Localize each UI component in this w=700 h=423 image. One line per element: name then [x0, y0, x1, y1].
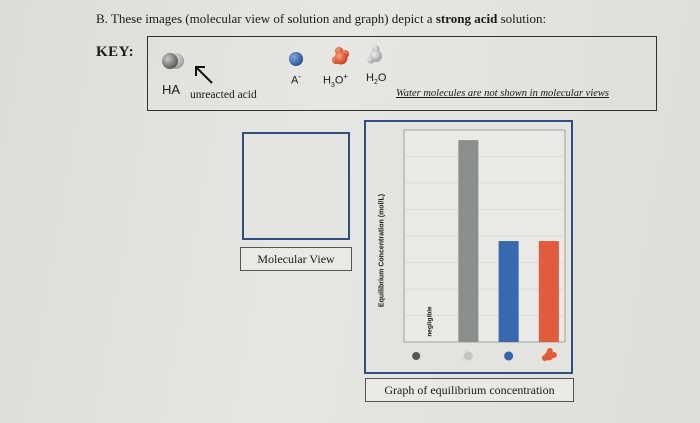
unreacted-acid-label: unreacted acid — [190, 89, 257, 101]
bar-h3o- — [538, 241, 559, 342]
molecular-view-box — [242, 132, 350, 240]
heading-bold: strong acid — [435, 11, 498, 26]
water-note: Water molecules are not shown in molecul… — [396, 88, 609, 99]
category-icon-ha — [412, 352, 424, 360]
heading-prefix: B. These images (molecular view of solut… — [96, 11, 436, 26]
molecular-view-caption: Molecular View — [240, 247, 352, 271]
question-heading: B. These images (molecular view of solut… — [96, 11, 546, 27]
h2o-label: H2O — [366, 72, 387, 87]
a-minus-icon — [289, 52, 303, 66]
category-icon-a- — [504, 351, 514, 361]
graph-caption: Graph of equilibrium concentration — [365, 378, 574, 402]
chart-svg — [403, 129, 566, 361]
key-label: KEY: — [96, 44, 135, 60]
bar-a- — [498, 241, 519, 342]
chart-ylabel: Equilibrium Concentration (mol/L) — [378, 193, 386, 308]
category-icon-h3o- — [541, 348, 557, 361]
bar-h2o — [458, 140, 479, 342]
key-box — [147, 36, 657, 111]
category-icon-h2o — [460, 348, 473, 361]
negligible-annotation: negligible — [426, 306, 434, 337]
h3o-plus-icon — [332, 47, 349, 65]
h2o-icon — [367, 45, 382, 64]
h3o-plus-label: H3O+ — [323, 72, 349, 89]
arrow-icon — [195, 66, 213, 84]
heading-suffix: solution: — [497, 11, 547, 26]
ha-label: HA — [162, 82, 181, 97]
a-minus-label: A- — [291, 72, 302, 87]
ha-molecule-icon — [162, 53, 184, 69]
